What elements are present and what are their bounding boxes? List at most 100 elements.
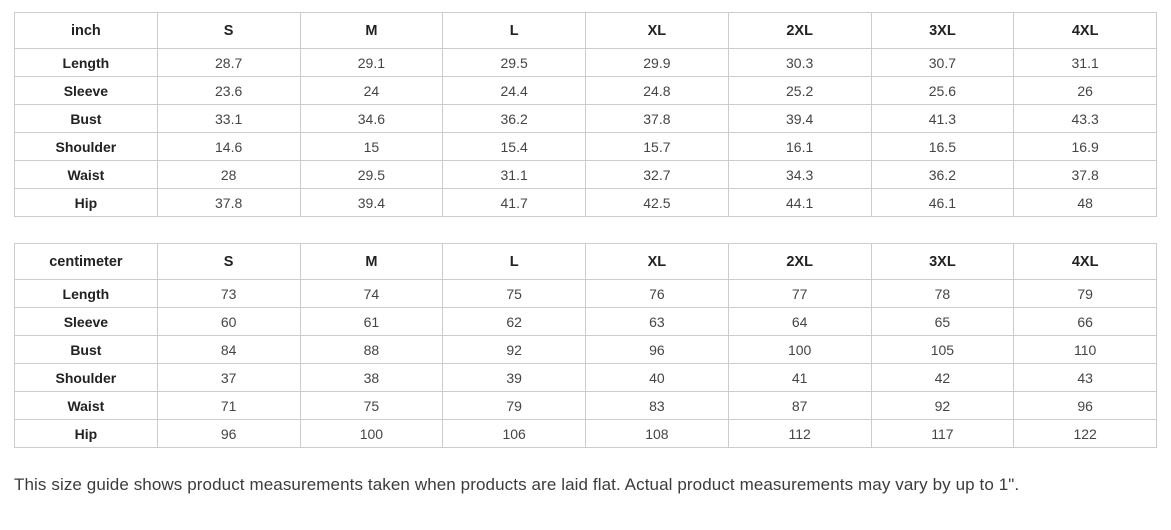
- value-cell: 92: [870, 391, 1015, 420]
- value-cell: 87: [727, 391, 872, 420]
- value-cell: 31.1: [442, 160, 586, 189]
- measurement-row: Shoulder 14.6 15 15.4 15.7 16.1 16.5 16.9: [14, 132, 1157, 161]
- unit-header-cell: centimeter: [14, 243, 158, 280]
- value-cell: 39: [442, 363, 586, 392]
- value-cell: 66: [1013, 307, 1157, 336]
- measurement-row: Hip 37.8 39.4 41.7 42.5 44.1 46.1 48: [14, 188, 1157, 217]
- value-cell: 37.8: [585, 104, 729, 133]
- value-cell: 15.7: [585, 132, 729, 161]
- value-cell: 112: [727, 419, 872, 448]
- value-cell: 25.2: [727, 76, 872, 105]
- size-header-cell: 2XL: [727, 243, 872, 280]
- value-cell: 39.4: [299, 188, 444, 217]
- value-cell: 83: [585, 391, 729, 420]
- header-row: centimeter S M L XL 2XL 3XL 4XL: [14, 243, 1157, 280]
- value-cell: 40: [585, 363, 729, 392]
- value-cell: 65: [870, 307, 1015, 336]
- value-cell: 79: [1013, 279, 1157, 308]
- value-cell: 24: [299, 76, 444, 105]
- row-label-cell: Waist: [14, 160, 158, 189]
- value-cell: 39.4: [727, 104, 872, 133]
- size-table-inch: inch S M L XL 2XL 3XL 4XL Length 28.7 29.1 29.5 29.9…: [14, 12, 1157, 217]
- measurement-row: Bust 84 88 92 96 100 105 110: [14, 335, 1157, 364]
- row-label-cell: Sleeve: [14, 76, 158, 105]
- row-label-cell: Waist: [14, 391, 158, 420]
- value-cell: 16.9: [1013, 132, 1157, 161]
- value-cell: 41: [727, 363, 872, 392]
- measurement-row: Waist 71 75 79 83 87 92 96: [14, 391, 1157, 420]
- size-header-cell: XL: [585, 12, 729, 49]
- value-cell: 15.4: [442, 132, 586, 161]
- row-label-cell: Length: [14, 279, 158, 308]
- value-cell: 43: [1013, 363, 1157, 392]
- value-cell: 96: [1013, 391, 1157, 420]
- value-cell: 29.5: [442, 48, 586, 77]
- value-cell: 84: [156, 335, 301, 364]
- value-cell: 92: [442, 335, 586, 364]
- value-cell: 15: [299, 132, 444, 161]
- size-table-centimeter: centimeter S M L XL 2XL 3XL 4XL Length 73 74 75 76 77…: [14, 243, 1157, 448]
- header-row: inch S M L XL 2XL 3XL 4XL: [14, 12, 1157, 49]
- value-cell: 48: [1013, 188, 1157, 217]
- value-cell: 16.1: [727, 132, 872, 161]
- value-cell: 105: [870, 335, 1015, 364]
- value-cell: 38: [299, 363, 444, 392]
- measurement-row: Shoulder 37 38 39 40 41 42 43: [14, 363, 1157, 392]
- value-cell: 24.4: [442, 76, 586, 105]
- value-cell: 108: [585, 419, 729, 448]
- value-cell: 41.7: [442, 188, 586, 217]
- size-header-cell: S: [156, 12, 301, 49]
- row-label-cell: Shoulder: [14, 132, 158, 161]
- row-label-cell: Bust: [14, 104, 158, 133]
- measurement-row: Sleeve 60 61 62 63 64 65 66: [14, 307, 1157, 336]
- size-header-cell: XL: [585, 243, 729, 280]
- value-cell: 37.8: [1013, 160, 1157, 189]
- value-cell: 96: [585, 335, 729, 364]
- row-label-cell: Length: [14, 48, 158, 77]
- value-cell: 29.5: [299, 160, 444, 189]
- size-header-cell: 4XL: [1013, 243, 1157, 280]
- value-cell: 28.7: [156, 48, 301, 77]
- row-label-cell: Hip: [14, 419, 158, 448]
- size-tables: inch S M L XL 2XL 3XL 4XL Length 28.7 29.1 29.5 29.9…: [14, 12, 1157, 448]
- measurement-row: Hip 96 100 106 108 112 117 122: [14, 419, 1157, 448]
- value-cell: 33.1: [156, 104, 301, 133]
- size-guide-note: This size guide shows product measuremen…: [14, 475, 1020, 494]
- measurement-row: Length 73 74 75 76 77 78 79: [14, 279, 1157, 308]
- value-cell: 44.1: [727, 188, 872, 217]
- value-cell: 36.2: [442, 104, 586, 133]
- measurement-row: Bust 33.1 34.6 36.2 37.8 39.4 41.3 43.3: [14, 104, 1157, 133]
- row-label-cell: Sleeve: [14, 307, 158, 336]
- value-cell: 117: [870, 419, 1015, 448]
- value-cell: 26: [1013, 76, 1157, 105]
- unit-header-cell: inch: [14, 12, 158, 49]
- value-cell: 77: [727, 279, 872, 308]
- value-cell: 88: [299, 335, 444, 364]
- value-cell: 30.3: [727, 48, 872, 77]
- value-cell: 28: [156, 160, 301, 189]
- value-cell: 25.6: [870, 76, 1015, 105]
- size-header-cell: M: [299, 12, 444, 49]
- size-header-cell: 4XL: [1013, 12, 1157, 49]
- value-cell: 106: [442, 419, 586, 448]
- value-cell: 16.5: [870, 132, 1015, 161]
- size-header-cell: L: [442, 12, 586, 49]
- value-cell: 42.5: [585, 188, 729, 217]
- value-cell: 62: [442, 307, 586, 336]
- value-cell: 100: [299, 419, 444, 448]
- value-cell: 43.3: [1013, 104, 1157, 133]
- value-cell: 37.8: [156, 188, 301, 217]
- value-cell: 75: [299, 391, 444, 420]
- value-cell: 46.1: [870, 188, 1015, 217]
- value-cell: 23.6: [156, 76, 301, 105]
- value-cell: 60: [156, 307, 301, 336]
- value-cell: 42: [870, 363, 1015, 392]
- value-cell: 34.6: [299, 104, 444, 133]
- size-header-cell: M: [299, 243, 444, 280]
- value-cell: 122: [1013, 419, 1157, 448]
- size-header-cell: 3XL: [870, 243, 1015, 280]
- value-cell: 61: [299, 307, 444, 336]
- value-cell: 36.2: [870, 160, 1015, 189]
- value-cell: 30.7: [870, 48, 1015, 77]
